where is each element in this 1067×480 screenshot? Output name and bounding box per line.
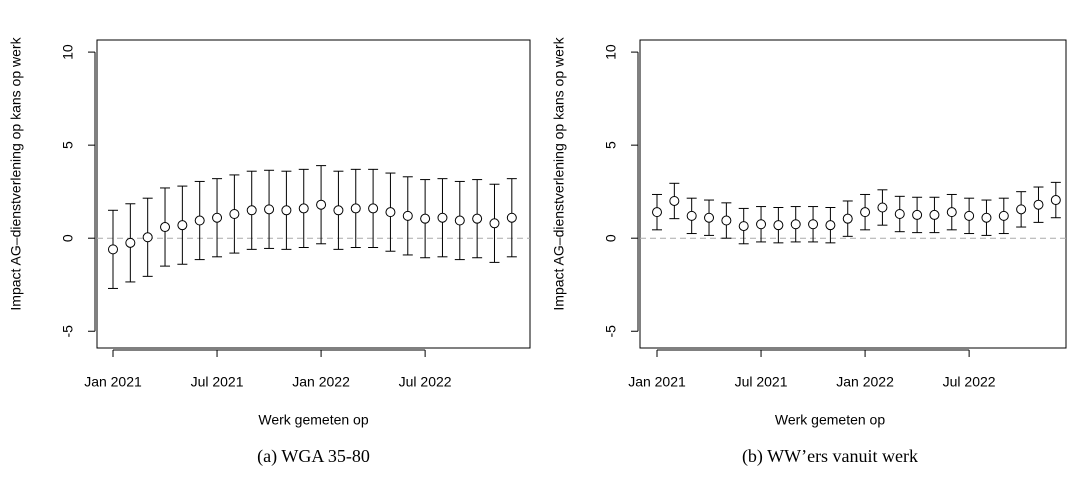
point: [160, 222, 171, 233]
point: [704, 212, 715, 223]
point: [894, 209, 905, 220]
x-tick-label: Jul 2022: [399, 374, 452, 390]
caption: (a) WGA 35-80: [257, 446, 370, 467]
point: [860, 207, 871, 218]
point: [756, 219, 767, 230]
point: [264, 204, 275, 215]
point: [1050, 195, 1061, 206]
point: [773, 220, 784, 231]
point: [981, 212, 992, 223]
x-tick-label: Jan 2021: [628, 374, 686, 390]
point: [212, 212, 223, 223]
y-axis-label: Impact AG–dienstverlening op kans op wer…: [551, 36, 567, 310]
point: [437, 212, 448, 223]
point: [1016, 204, 1027, 215]
point: [402, 210, 413, 221]
x-tick-label: Jul 2021: [191, 374, 244, 390]
y-tick-label: 5: [60, 141, 76, 149]
x-axis-label: Werk gemeten op: [775, 412, 885, 428]
point: [1033, 199, 1044, 210]
point: [316, 199, 327, 210]
point: [686, 210, 697, 221]
point: [998, 210, 1009, 221]
x-tick-label: Jan 2021: [84, 374, 142, 390]
x-tick-label: Jan 2022: [836, 374, 894, 390]
point: [946, 207, 957, 218]
point: [472, 213, 483, 224]
point: [489, 218, 500, 229]
point: [738, 221, 749, 232]
point: [669, 195, 680, 206]
point: [652, 207, 662, 218]
point: [177, 220, 188, 231]
point: [246, 205, 257, 216]
y-tick-label: -5: [60, 325, 76, 338]
y-axis-label: Impact AG–dienstverlening op kans op wer…: [8, 36, 24, 310]
point: [333, 205, 344, 216]
point: [929, 209, 940, 220]
x-tick-label: Jan 2022: [292, 374, 350, 390]
point: [912, 209, 923, 220]
y-tick-label: -5: [603, 325, 619, 338]
point: [385, 207, 396, 218]
point: [825, 220, 836, 231]
point: [454, 215, 465, 226]
point: [808, 219, 819, 230]
point: [229, 209, 240, 220]
point: [506, 212, 517, 223]
y-tick-label: 10: [60, 44, 76, 60]
point: [350, 203, 361, 214]
x-tick-label: Jul 2022: [943, 374, 996, 390]
y-tick-label: 0: [603, 234, 619, 242]
point: [368, 203, 379, 214]
point: [964, 210, 975, 221]
x-tick-label: Jul 2021: [735, 374, 788, 390]
plot-box: [96, 39, 531, 349]
point: [420, 213, 431, 224]
caption: (b) WW’ers vanuit werk: [742, 446, 918, 467]
plot-box: [639, 39, 1067, 349]
y-tick-label: 5: [603, 141, 619, 149]
point: [125, 237, 136, 248]
point: [142, 232, 153, 243]
point: [298, 203, 309, 214]
point: [281, 205, 292, 216]
point: [721, 215, 732, 226]
point: [842, 213, 853, 224]
point: [877, 202, 888, 213]
y-tick-label: 10: [603, 44, 619, 60]
y-tick-label: 0: [60, 234, 76, 242]
point: [108, 244, 118, 255]
point: [194, 215, 205, 226]
x-axis-label: Werk gemeten op: [258, 412, 368, 428]
point: [790, 219, 801, 230]
